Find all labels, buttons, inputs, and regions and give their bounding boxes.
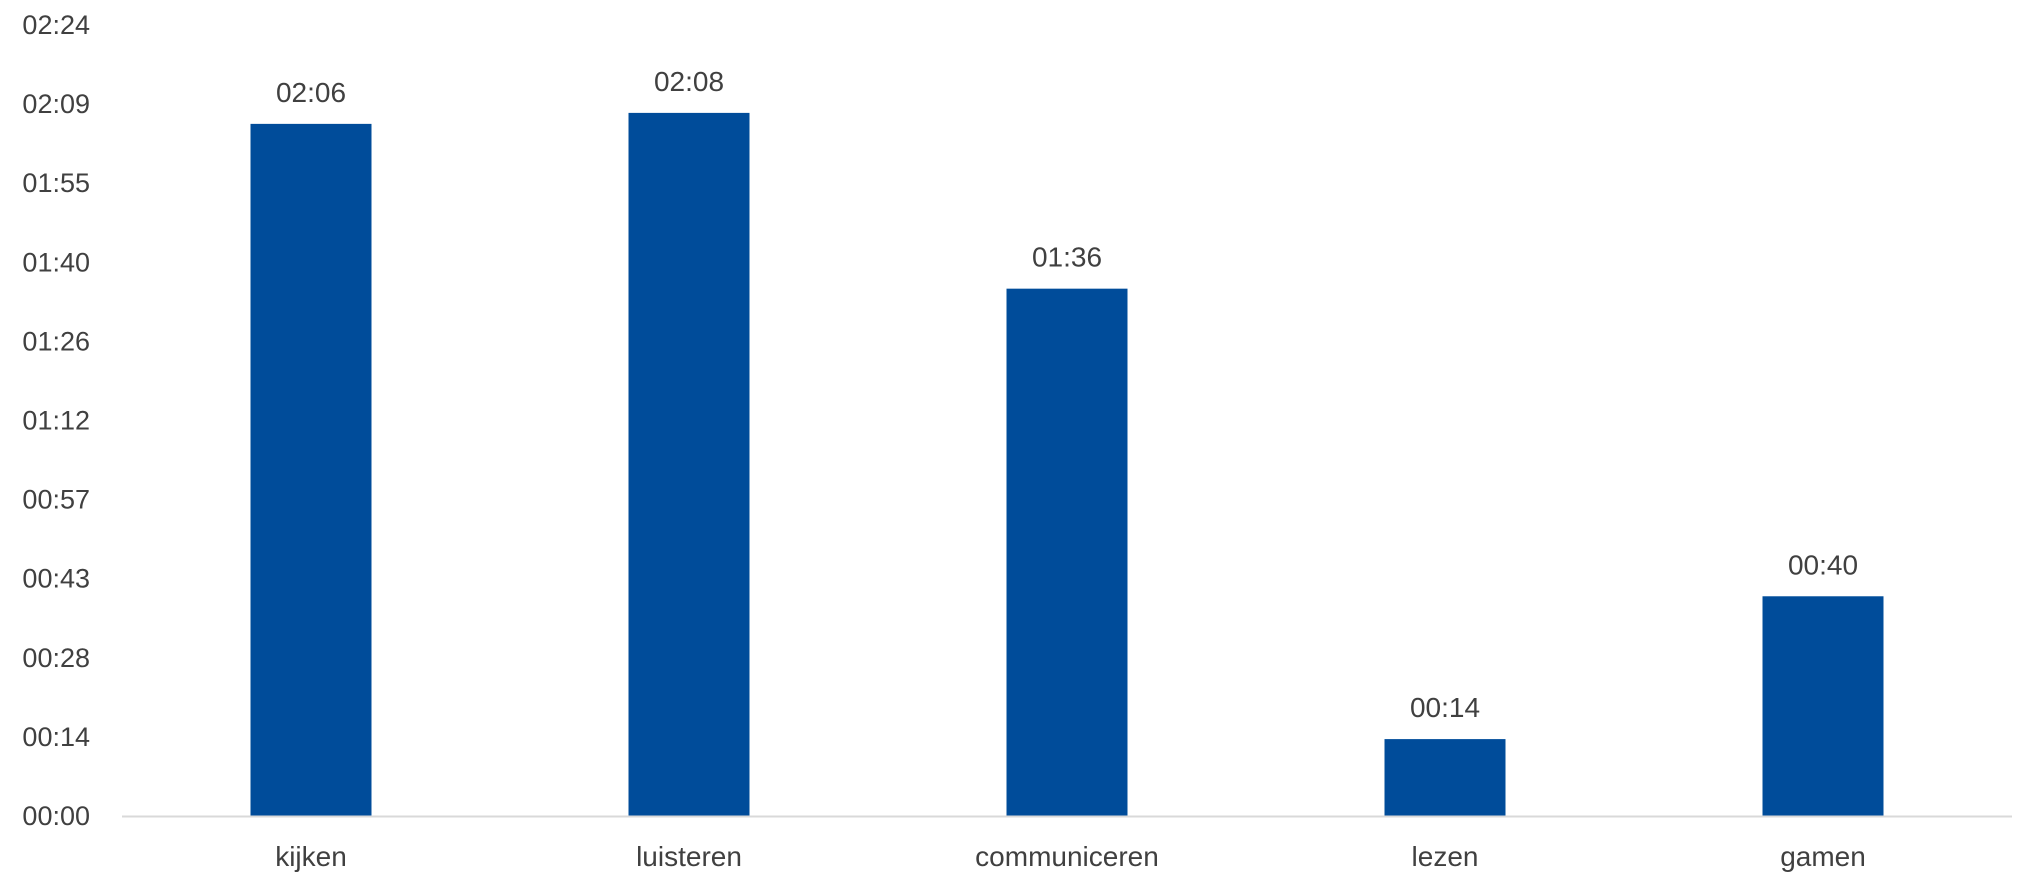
y-tick-label: 00:57	[22, 485, 90, 515]
data-label-gamen: 00:40	[1788, 549, 1858, 580]
y-axis-tick-labels: 00:00 00:14 00:28 00:43 00:57 01:12 01:26 01:40…	[22, 10, 90, 831]
bar-luisteren	[628, 112, 750, 816]
y-tick-label: 02:09	[22, 89, 90, 119]
bar-gamen	[1762, 596, 1884, 816]
y-tick-label: 00:43	[22, 564, 90, 594]
x-axis-category-labels: kijken luisteren communiceren lezen gamen	[275, 841, 1866, 872]
x-category-label: communiceren	[975, 841, 1159, 872]
y-tick-label: 01:55	[22, 168, 90, 198]
data-label-communiceren: 01:36	[1032, 242, 1102, 273]
bars	[250, 112, 1884, 817]
bar-kijken	[250, 123, 372, 816]
bar-communiceren	[1006, 288, 1128, 817]
y-tick-label: 02:24	[22, 10, 90, 40]
y-tick-label: 00:28	[22, 643, 90, 673]
data-labels: 02:06 02:08 01:36 00:14 00:40	[276, 66, 1858, 723]
x-category-label: gamen	[1780, 841, 1866, 872]
data-label-lezen: 00:14	[1410, 692, 1480, 723]
y-tick-label: 01:26	[22, 326, 90, 356]
x-category-label: luisteren	[636, 841, 742, 872]
x-category-label: kijken	[275, 841, 347, 872]
y-tick-label: 01:12	[22, 406, 90, 436]
x-category-label: lezen	[1412, 841, 1479, 872]
y-tick-label: 01:40	[22, 247, 90, 277]
bar-lezen	[1384, 739, 1506, 816]
y-tick-label: 00:14	[22, 722, 90, 752]
data-label-kijken: 02:06	[276, 77, 346, 108]
y-tick-label: 00:00	[22, 801, 90, 831]
data-label-luisteren: 02:08	[654, 66, 724, 97]
